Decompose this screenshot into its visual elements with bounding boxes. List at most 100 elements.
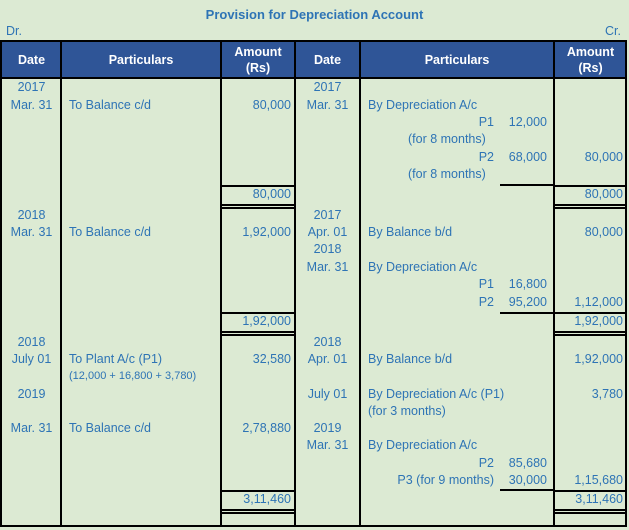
debit-year: 2017: [17, 80, 46, 94]
total-rule: [221, 331, 294, 333]
debit-date: Mar. 31: [10, 98, 53, 112]
subtotal-rule: [500, 489, 554, 491]
total-rule: [221, 509, 294, 511]
credit-amount: 1,92,000: [574, 352, 623, 366]
header-amount-dr: Amount (Rs): [221, 42, 295, 78]
credit-sub-note: (for 8 months): [408, 167, 486, 181]
credit-sub-value: 95,200: [508, 295, 547, 309]
total-rule: [554, 334, 627, 336]
credit-sub-value: 30,000: [508, 473, 547, 487]
credit-sub-label: P2: [478, 456, 494, 470]
debit-total: 1,92,000: [242, 314, 291, 328]
credit-note: (for 3 months): [368, 404, 446, 418]
col-divider: [294, 42, 296, 525]
credit-total: 1,92,000: [574, 314, 623, 328]
credit-amount: 1,12,000: [574, 295, 623, 309]
debit-label: Dr.: [6, 24, 22, 38]
debit-date: Mar. 31: [10, 421, 53, 435]
total-rule: [554, 512, 627, 514]
total-rule: [554, 490, 627, 492]
credit-date: Mar. 31: [306, 260, 349, 274]
credit-sub-value: 85,680: [508, 456, 547, 470]
credit-sub-value: 68,000: [508, 150, 547, 164]
total-rule: [554, 331, 627, 333]
col-divider: [220, 42, 222, 525]
credit-amount: 3,780: [591, 387, 623, 401]
col-divider: [553, 42, 555, 525]
credit-amount: 80,000: [584, 150, 623, 164]
credit-date: Apr. 01: [307, 352, 348, 366]
credit-particulars: By Balance b/d: [368, 225, 453, 239]
header-date-dr: Date: [17, 53, 46, 67]
credit-date: Mar. 31: [306, 438, 349, 452]
debit-particulars: To Balance c/d: [69, 225, 151, 239]
credit-particulars: By Depreciation A/c (P1): [368, 387, 505, 401]
credit-label: Cr.: [605, 24, 621, 38]
header-particulars-dr: Particulars: [108, 53, 174, 67]
credit-amount: 1,15,680: [574, 473, 623, 487]
credit-year: 2019: [313, 421, 342, 435]
credit-date: July 01: [307, 387, 348, 401]
credit-sub-label: P3 (for 9 months): [397, 473, 494, 487]
header-amount-cr: Amount (Rs): [554, 42, 627, 78]
credit-sub-label: P1: [478, 115, 494, 129]
credit-year: 2018: [313, 242, 342, 256]
header-amount-line1: Amount: [234, 45, 282, 59]
subtotal-rule: [500, 184, 554, 186]
debit-date: Mar. 31: [10, 225, 53, 239]
total-rule: [554, 204, 627, 206]
total-rule: [221, 185, 294, 187]
debit-year: 2018: [17, 208, 46, 222]
credit-date: Mar. 31: [306, 98, 349, 112]
subtotal-rule: [500, 312, 554, 314]
credit-year: 2018: [313, 335, 342, 349]
credit-particulars: By Balance b/d: [368, 352, 453, 366]
credit-total: 80,000: [584, 187, 623, 201]
credit-particulars: By Depreciation A/c: [368, 98, 478, 112]
debit-note: (12,000 + 16,800 + 3,780): [69, 370, 197, 382]
total-rule: [554, 509, 627, 511]
debit-total: 3,11,460: [243, 492, 291, 506]
credit-year: 2017: [313, 208, 342, 222]
header-divider: [2, 77, 625, 79]
debit-total: 80,000: [252, 187, 291, 201]
header-amount-line2: (Rs): [245, 61, 271, 75]
debit-year: 2019: [17, 387, 46, 401]
credit-total: 3,11,460: [575, 492, 623, 506]
total-rule: [221, 490, 294, 492]
header-amount-line1: Amount: [566, 45, 615, 59]
credit-particulars: By Depreciation A/c: [368, 438, 478, 452]
debit-particulars: To Plant A/c (P1): [69, 352, 163, 366]
credit-particulars: By Depreciation A/c: [368, 260, 478, 274]
credit-date: Apr. 01: [307, 225, 348, 239]
debit-amount: 2,78,880: [242, 421, 291, 435]
header-particulars-cr: Particulars: [424, 53, 490, 67]
credit-sub-label: P2: [478, 150, 494, 164]
debit-amount: 32,580: [252, 352, 291, 366]
debit-amount: 80,000: [252, 98, 291, 112]
col-divider: [359, 42, 361, 525]
col-divider: [60, 42, 62, 525]
table-header: Date Particulars Amount (Rs) Date Partic…: [2, 42, 625, 78]
total-rule: [554, 207, 627, 209]
total-rule: [221, 207, 294, 209]
ledger-table: Date Particulars Amount (Rs) Date Partic…: [0, 40, 627, 527]
credit-sub-value: 12,000: [508, 115, 547, 129]
credit-sub-label: P1: [478, 277, 494, 291]
account-title: Provision for Depreciation Account: [205, 7, 424, 22]
debit-particulars: To Balance c/d: [69, 98, 151, 112]
credit-sub-value: 16,800: [508, 277, 547, 291]
total-rule: [221, 204, 294, 206]
total-rule: [554, 185, 627, 187]
total-rule: [554, 312, 627, 314]
debit-date: July 01: [11, 352, 52, 366]
credit-sub-label: P2: [478, 295, 494, 309]
total-rule: [221, 334, 294, 336]
credit-amount: 80,000: [584, 225, 623, 239]
total-rule: [221, 512, 294, 514]
credit-sub-note: (for 8 months): [408, 132, 486, 146]
header-date-cr: Date: [313, 53, 342, 67]
debit-amount: 1,92,000: [242, 225, 291, 239]
header-amount-line2: (Rs): [578, 61, 603, 75]
debit-particulars: To Balance c/d: [69, 421, 151, 435]
